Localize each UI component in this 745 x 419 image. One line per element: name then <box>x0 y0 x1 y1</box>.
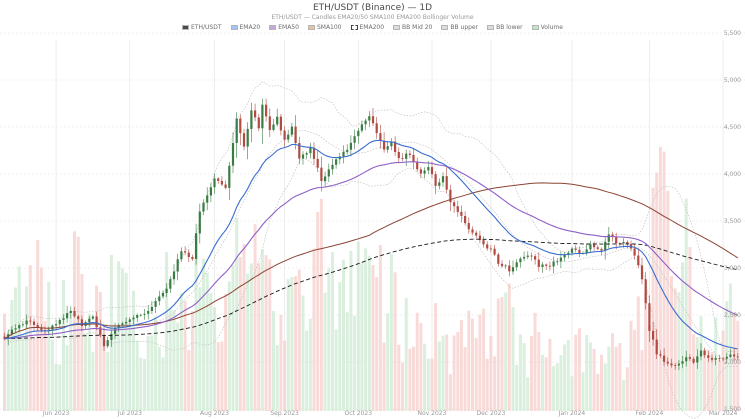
svg-text:Feb 2024: Feb 2024 <box>635 410 663 417</box>
svg-text:Dec 2023: Dec 2023 <box>477 410 506 417</box>
svg-text:Oct 2023: Oct 2023 <box>345 410 373 417</box>
svg-text:3,000: 3,000 <box>724 265 741 272</box>
svg-text:5,500: 5,500 <box>724 30 741 37</box>
svg-text:2,000: 2,000 <box>724 359 741 366</box>
svg-text:2,500: 2,500 <box>724 312 741 319</box>
svg-text:1,500: 1,500 <box>724 406 741 413</box>
svg-text:Sep 2023: Sep 2023 <box>270 410 299 417</box>
svg-text:Jul 2023: Jul 2023 <box>117 410 143 417</box>
svg-text:Aug 2023: Aug 2023 <box>200 410 229 417</box>
svg-text:5,000: 5,000 <box>724 77 741 84</box>
svg-text:3,500: 3,500 <box>724 218 741 225</box>
svg-text:Mar 2024: Mar 2024 <box>709 410 738 417</box>
svg-text:4,000: 4,000 <box>724 171 741 178</box>
svg-text:Jun 2023: Jun 2023 <box>42 410 70 417</box>
svg-text:4,500: 4,500 <box>724 124 741 131</box>
svg-text:Nov 2023: Nov 2023 <box>418 410 447 417</box>
svg-text:Jan 2024: Jan 2024 <box>558 410 586 417</box>
